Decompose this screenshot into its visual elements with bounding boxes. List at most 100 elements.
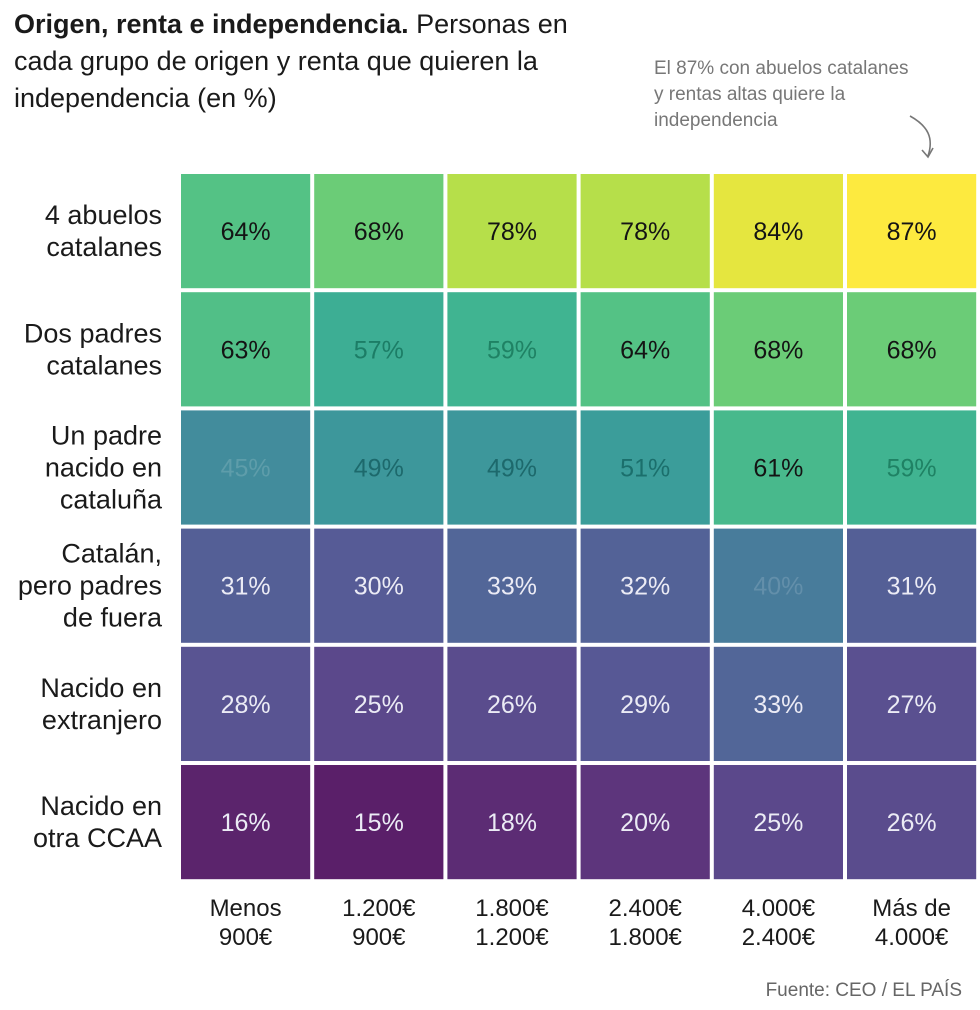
heatmap-cell bbox=[847, 528, 977, 643]
row-labels: 4 abuelos catalanes Dos padres catalanes Un … bbox=[18, 200, 163, 853]
cell-value-label: 25% bbox=[354, 691, 404, 719]
heatmap-cell bbox=[314, 410, 444, 525]
column-labels: Menos 900€1.200€ 900€1.800€ 1.200€2.400€ 1.8… bbox=[210, 895, 951, 951]
heatmap-cell bbox=[181, 410, 311, 525]
cell-value-label: 33% bbox=[487, 573, 537, 601]
column-label: Menos 900€ bbox=[210, 895, 282, 951]
cell-value-label: 63% bbox=[221, 336, 271, 364]
heatmap-cell bbox=[580, 292, 710, 407]
column-label: 1.200€ 900€ bbox=[342, 895, 416, 951]
row-label-line: pero padres bbox=[18, 571, 162, 601]
cell-value-label: 51% bbox=[620, 455, 670, 483]
heatmap-cell bbox=[314, 765, 444, 880]
heatmap-cell bbox=[181, 646, 311, 761]
heatmap-cell bbox=[847, 174, 977, 289]
row-label: Nacido en otra CCAA bbox=[33, 791, 162, 853]
cell-value-label: 87% bbox=[887, 218, 937, 246]
cell-value-label: 28% bbox=[221, 691, 271, 719]
row-label-line: Dos padres bbox=[24, 318, 162, 348]
column-label-line: 1.200€ bbox=[342, 895, 416, 922]
row-label: Un padre nacido en cataluña bbox=[45, 421, 163, 515]
cell-value-label: 33% bbox=[753, 691, 803, 719]
row-label: Dos padres catalanes bbox=[24, 318, 162, 380]
row-label-line: otra CCAA bbox=[33, 823, 162, 853]
cell-value-label: 57% bbox=[354, 336, 404, 364]
cell-value-label: 49% bbox=[487, 455, 537, 483]
row-label-line: 4 abuelos bbox=[45, 200, 162, 230]
column-label: 4.000€ 2.400€ bbox=[742, 895, 816, 951]
heatmap-cell bbox=[314, 528, 444, 643]
cell-value-label: 25% bbox=[753, 809, 803, 837]
heatmap-cell bbox=[447, 410, 577, 525]
row-label-line: de fuera bbox=[63, 603, 163, 633]
column-label-line: 2.400€ bbox=[608, 895, 682, 922]
heatmap-cell bbox=[447, 528, 577, 643]
column-label: 2.400€ 1.800€ bbox=[608, 895, 682, 951]
heatmap-cell bbox=[314, 174, 444, 289]
row-label-line: cataluña bbox=[60, 485, 163, 515]
cell-value-label: 31% bbox=[887, 573, 937, 601]
cell-value-label: 15% bbox=[354, 809, 404, 837]
cell-value-label: 26% bbox=[487, 691, 537, 719]
cell-value-label: 78% bbox=[620, 218, 670, 246]
cell-value-label: 68% bbox=[887, 336, 937, 364]
cell-value-label: 64% bbox=[221, 218, 271, 246]
cell-value-label: 64% bbox=[620, 336, 670, 364]
heatmap-cell bbox=[713, 410, 843, 525]
cell-value-label: 27% bbox=[887, 691, 937, 719]
column-label-line: 1.800€ bbox=[608, 924, 682, 951]
column-label-line: Menos bbox=[210, 895, 282, 922]
cell-value-label: 26% bbox=[887, 809, 937, 837]
column-label-line: 900€ bbox=[352, 924, 406, 951]
column-label-line: 900€ bbox=[219, 924, 273, 951]
cell-value-label: 49% bbox=[354, 455, 404, 483]
heatmap-cell bbox=[447, 765, 577, 880]
heatmap-cell bbox=[847, 410, 977, 525]
cell-value-label: 68% bbox=[753, 336, 803, 364]
cell-value-label: 84% bbox=[753, 218, 803, 246]
heatmap-cell bbox=[447, 646, 577, 761]
row-label: Catalán, pero padres de fuera bbox=[18, 539, 163, 633]
annotation-text: El 87% con abuelos catalanes y rentas al… bbox=[654, 58, 909, 131]
cell-value-label: 32% bbox=[620, 573, 670, 601]
row-label-line: Catalán, bbox=[61, 539, 162, 569]
annotation-arrowhead bbox=[921, 147, 934, 159]
row-label-line: Nacido en bbox=[40, 791, 162, 821]
cell-value-label: 40% bbox=[753, 573, 803, 601]
column-label-line: 4.000€ bbox=[875, 924, 949, 951]
source-note: Fuente: CEO / EL PAÍS bbox=[765, 980, 962, 1001]
chart-title: Origen, renta e independencia. Personas … bbox=[14, 6, 614, 117]
annotation-arrow bbox=[909, 115, 932, 157]
heatmap-cell bbox=[713, 292, 843, 407]
heatmap-cell bbox=[580, 174, 710, 289]
cell-value-label: 29% bbox=[620, 691, 670, 719]
column-label: 1.800€ 1.200€ bbox=[475, 895, 549, 951]
row-label-line: Un padre bbox=[51, 421, 162, 451]
cell-value-label: 59% bbox=[487, 336, 537, 364]
heatmap-cell bbox=[181, 174, 311, 289]
row-label-line: catalanes bbox=[46, 232, 162, 262]
cell-value-label: 18% bbox=[487, 809, 537, 837]
heatmap-cell bbox=[580, 646, 710, 761]
heatmap-cell bbox=[580, 410, 710, 525]
heatmap-cell bbox=[713, 174, 843, 289]
row-label-line: extranjero bbox=[42, 705, 162, 735]
heatmap-cell bbox=[847, 292, 977, 407]
heatmap-cell bbox=[713, 765, 843, 880]
cell-value-label: 20% bbox=[620, 809, 670, 837]
row-label-line: nacido en bbox=[45, 453, 162, 483]
heatmap-cell bbox=[447, 292, 577, 407]
cell-value-label: 31% bbox=[221, 573, 271, 601]
column-label-line: 1.200€ bbox=[475, 924, 549, 951]
heatmap-cell bbox=[713, 646, 843, 761]
row-label: Nacido en extranjero bbox=[40, 673, 162, 735]
column-label-line: 2.400€ bbox=[742, 924, 816, 951]
column-label-line: 1.800€ bbox=[475, 895, 549, 922]
cell-value-label: 59% bbox=[887, 455, 937, 483]
heatmap-cell bbox=[181, 765, 311, 880]
heatmap-cell bbox=[580, 765, 710, 880]
heatmap-cell bbox=[447, 174, 577, 289]
heatmap-cells: 64% 68% 78% 78% 84% 87% 63% 57% 59% 64% 68% 68% 45% 4… bbox=[181, 174, 977, 880]
cell-value-label: 78% bbox=[487, 218, 537, 246]
